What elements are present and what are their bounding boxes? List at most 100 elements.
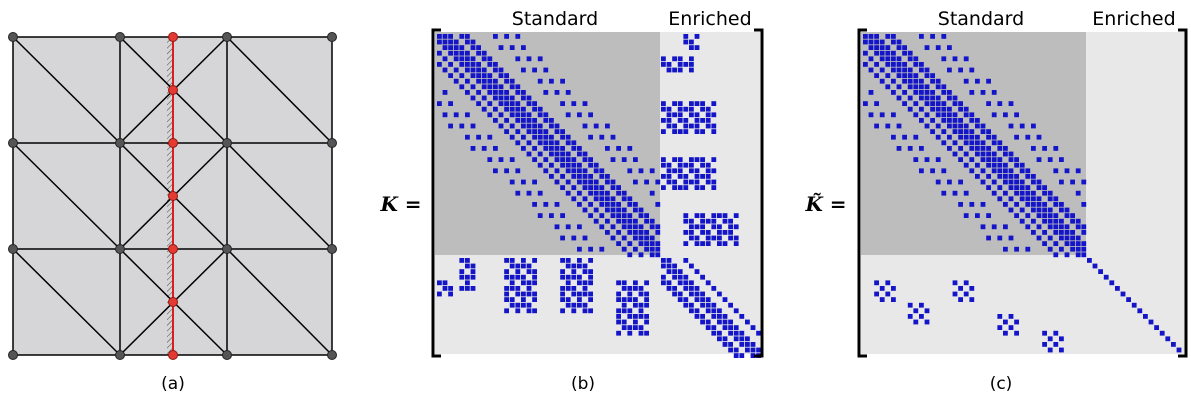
- nonzero-entry: [498, 157, 504, 162]
- nonzero-entry: [907, 56, 913, 62]
- nonzero-entry: [560, 297, 565, 302]
- nonzero-entry: [997, 314, 1003, 319]
- nonzero-entry: [1042, 207, 1047, 213]
- nonzero-entry: [666, 168, 672, 174]
- nonzero-entry: [616, 291, 621, 297]
- nonzero-entry: [958, 134, 963, 140]
- nonzero-entry: [1036, 185, 1042, 190]
- nonzero-entry: [633, 224, 638, 230]
- nonzero-entry: [733, 241, 739, 246]
- nonzero-entry: [571, 269, 577, 274]
- nonzero-entry: [997, 101, 1003, 106]
- nonzero-entry: [442, 112, 448, 118]
- nonzero-entry: [1053, 146, 1059, 151]
- nonzero-entry: [733, 330, 739, 336]
- nonzero-entry: [963, 280, 969, 286]
- nonzero-entry: [521, 118, 526, 123]
- nonzero-entry: [616, 330, 621, 336]
- nonzero-entry: [1047, 246, 1053, 252]
- nonzero-entry: [1008, 235, 1014, 241]
- nonzero-entry: [717, 230, 722, 235]
- nonzero-entry: [874, 39, 879, 45]
- nonzero-entry: [605, 207, 610, 213]
- standard-label: Standard: [938, 8, 1024, 30]
- nonzero-entry: [868, 56, 874, 62]
- nonzero-entry: [577, 179, 582, 185]
- nonzero-entry: [891, 112, 896, 118]
- nonzero-entry: [952, 291, 958, 297]
- nonzero-entry: [997, 162, 1003, 168]
- nonzero-entry: [649, 235, 655, 241]
- nonzero-entry: [560, 151, 565, 157]
- nonzero-entry: [1047, 224, 1053, 230]
- nonzero-entry: [722, 325, 728, 330]
- nonzero-entry: [1025, 168, 1031, 174]
- nonzero-entry: [549, 140, 554, 146]
- nonzero-entry: [459, 62, 465, 67]
- nonzero-entry: [509, 274, 515, 280]
- nonzero-entry: [493, 84, 498, 90]
- nonzero-entry: [980, 168, 986, 174]
- nonzero-entry: [621, 213, 627, 218]
- nonzero-entry: [442, 280, 448, 286]
- nonzero-entry: [885, 56, 891, 62]
- nonzero-entry: [963, 56, 969, 62]
- nonzero-entry: [885, 291, 891, 297]
- nonzero-entry: [621, 308, 627, 314]
- nonzero-entry: [655, 224, 661, 230]
- nonzero-entry: [1070, 213, 1075, 218]
- nonzero-entry: [997, 185, 1003, 190]
- nonzero-entry: [526, 95, 532, 101]
- nonzero-entry: [874, 62, 879, 67]
- nonzero-entry: [711, 112, 717, 118]
- nonzero-entry: [498, 45, 504, 50]
- nonzero-entry: [902, 78, 907, 84]
- nonzero-entry: [997, 157, 1003, 162]
- nonzero-entry: [532, 157, 537, 162]
- nonzero-entry: [717, 224, 722, 230]
- nonzero-entry: [672, 269, 677, 274]
- nonzero-entry: [627, 308, 633, 314]
- nonzero-entry: [577, 291, 582, 297]
- nonzero-entry: [885, 62, 891, 67]
- nonzero-entry: [868, 90, 874, 95]
- nonzero-entry: [694, 168, 700, 174]
- nonzero-entry: [997, 196, 1003, 202]
- nonzero-entry: [722, 319, 728, 325]
- nonzero-entry: [1019, 179, 1025, 185]
- nonzero-entry: [599, 174, 605, 179]
- nonzero-entry: [481, 78, 487, 84]
- nonzero-entry: [459, 45, 465, 50]
- nonzero-entry: [986, 157, 991, 162]
- nonzero-entry: [465, 67, 470, 73]
- nonzero-entry: [683, 258, 689, 263]
- nonzero-entry: [616, 308, 621, 314]
- nonzero-entry: [868, 39, 874, 45]
- nonzero-entry: [633, 207, 638, 213]
- nonzero-entry: [1031, 174, 1036, 179]
- nonzero-entry: [672, 263, 677, 269]
- nonzero-entry: [470, 95, 476, 101]
- nonzero-entry: [649, 168, 655, 174]
- nonzero-entry: [728, 330, 733, 336]
- nonzero-entry: [717, 235, 722, 241]
- nonzero-entry: [543, 118, 549, 123]
- nonzero-entry: [577, 151, 582, 157]
- nonzero-entry: [1008, 179, 1014, 185]
- nonzero-entry: [515, 190, 521, 196]
- nonzero-entry: [588, 112, 593, 118]
- nonzero-entry: [1053, 196, 1059, 202]
- nonzero-entry: [694, 185, 700, 190]
- nonzero-entry: [599, 190, 605, 196]
- nonzero-entry: [1008, 101, 1014, 106]
- nonzero-entry: [913, 90, 919, 95]
- nonzero-entry: [638, 325, 644, 330]
- nonzero-entry: [879, 286, 885, 291]
- nonzero-entry: [481, 67, 487, 73]
- nonzero-entry: [677, 269, 683, 274]
- nonzero-entry: [509, 95, 515, 101]
- nonzero-entry: [448, 34, 453, 39]
- nonzero-entry: [694, 286, 700, 291]
- nonzero-entry: [453, 112, 459, 118]
- nonzero-entry: [1019, 207, 1025, 213]
